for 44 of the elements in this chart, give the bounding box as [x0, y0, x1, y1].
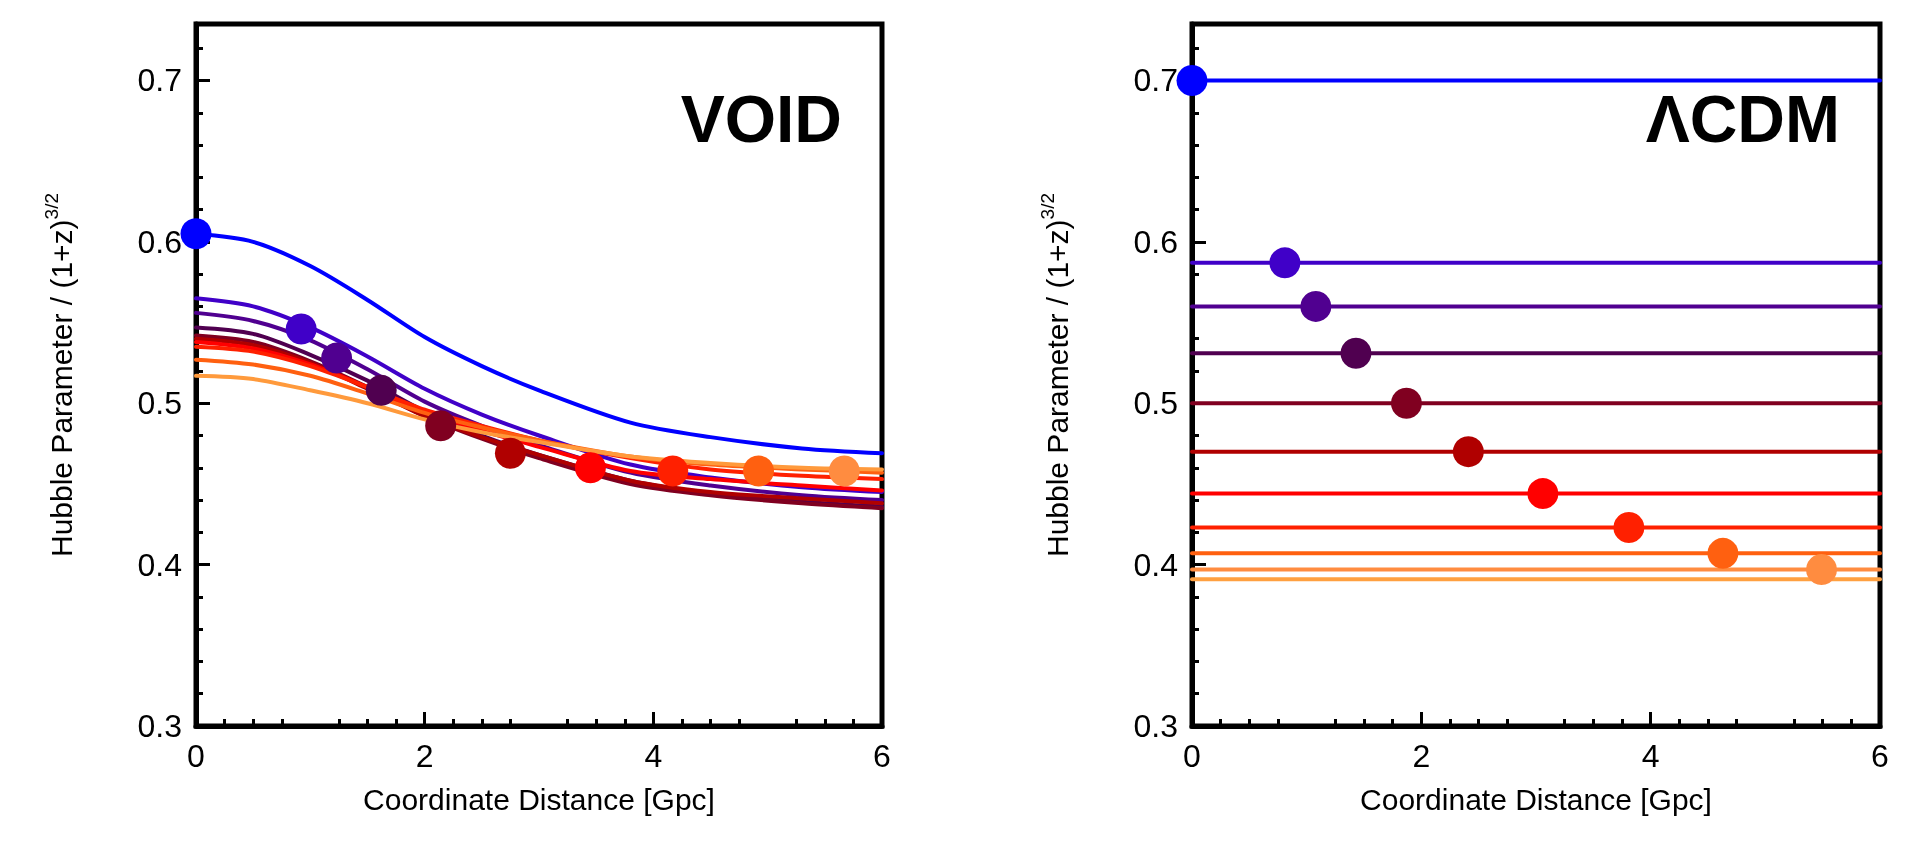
point — [1300, 290, 1332, 322]
point — [1452, 436, 1484, 468]
y-tick-label: 0.6 — [137, 223, 182, 260]
point — [1340, 337, 1372, 369]
point — [425, 410, 457, 442]
x-tick-label: 6 — [873, 738, 891, 774]
x-tick-label: 4 — [644, 738, 663, 774]
y-tick-label: 0.3 — [1133, 708, 1178, 744]
point — [321, 342, 353, 374]
y-tick-label: 0.4 — [1133, 546, 1178, 583]
point — [1806, 553, 1838, 585]
point — [1269, 247, 1301, 279]
annotation: ΛCDM — [1645, 82, 1840, 156]
y-tick-label: 0.7 — [1133, 62, 1178, 99]
point — [1613, 512, 1645, 543]
x-axis-title: Coordinate Distance [Gpc] — [363, 782, 715, 816]
x-tick-label: 2 — [1412, 738, 1431, 774]
point — [494, 437, 526, 469]
x-tick-label: 6 — [1871, 738, 1889, 774]
y-axis-title: Hubble Parameter / (1+z)3/2 — [1037, 192, 1074, 558]
annotation: VOID — [680, 82, 842, 156]
x-tick-label: 4 — [1641, 738, 1660, 774]
point — [828, 455, 860, 487]
point — [743, 455, 775, 487]
x-axis-title: Coordinate Distance [Gpc] — [1360, 782, 1712, 816]
y-tick-label: 0.4 — [137, 546, 182, 583]
y-tick-label: 0.5 — [1133, 385, 1178, 422]
y-tick-label: 0.3 — [137, 708, 182, 744]
point — [285, 313, 317, 345]
point — [365, 374, 397, 406]
y-axis-title: Hubble Parameter / (1+z)3/2 — [41, 192, 78, 558]
point — [1527, 478, 1559, 510]
y-tick-label: 0.7 — [137, 62, 182, 99]
point — [1390, 387, 1422, 419]
point — [1176, 64, 1208, 96]
point — [180, 218, 212, 250]
point — [657, 455, 689, 487]
x-tick-label: 2 — [415, 738, 434, 774]
y-tick-label: 0.6 — [1133, 223, 1178, 260]
point — [574, 452, 606, 484]
point — [1707, 537, 1739, 569]
x-tick-label: 0 — [187, 738, 205, 774]
x-tick-label: 0 — [1183, 738, 1201, 774]
y-tick-label: 0.5 — [137, 385, 182, 422]
